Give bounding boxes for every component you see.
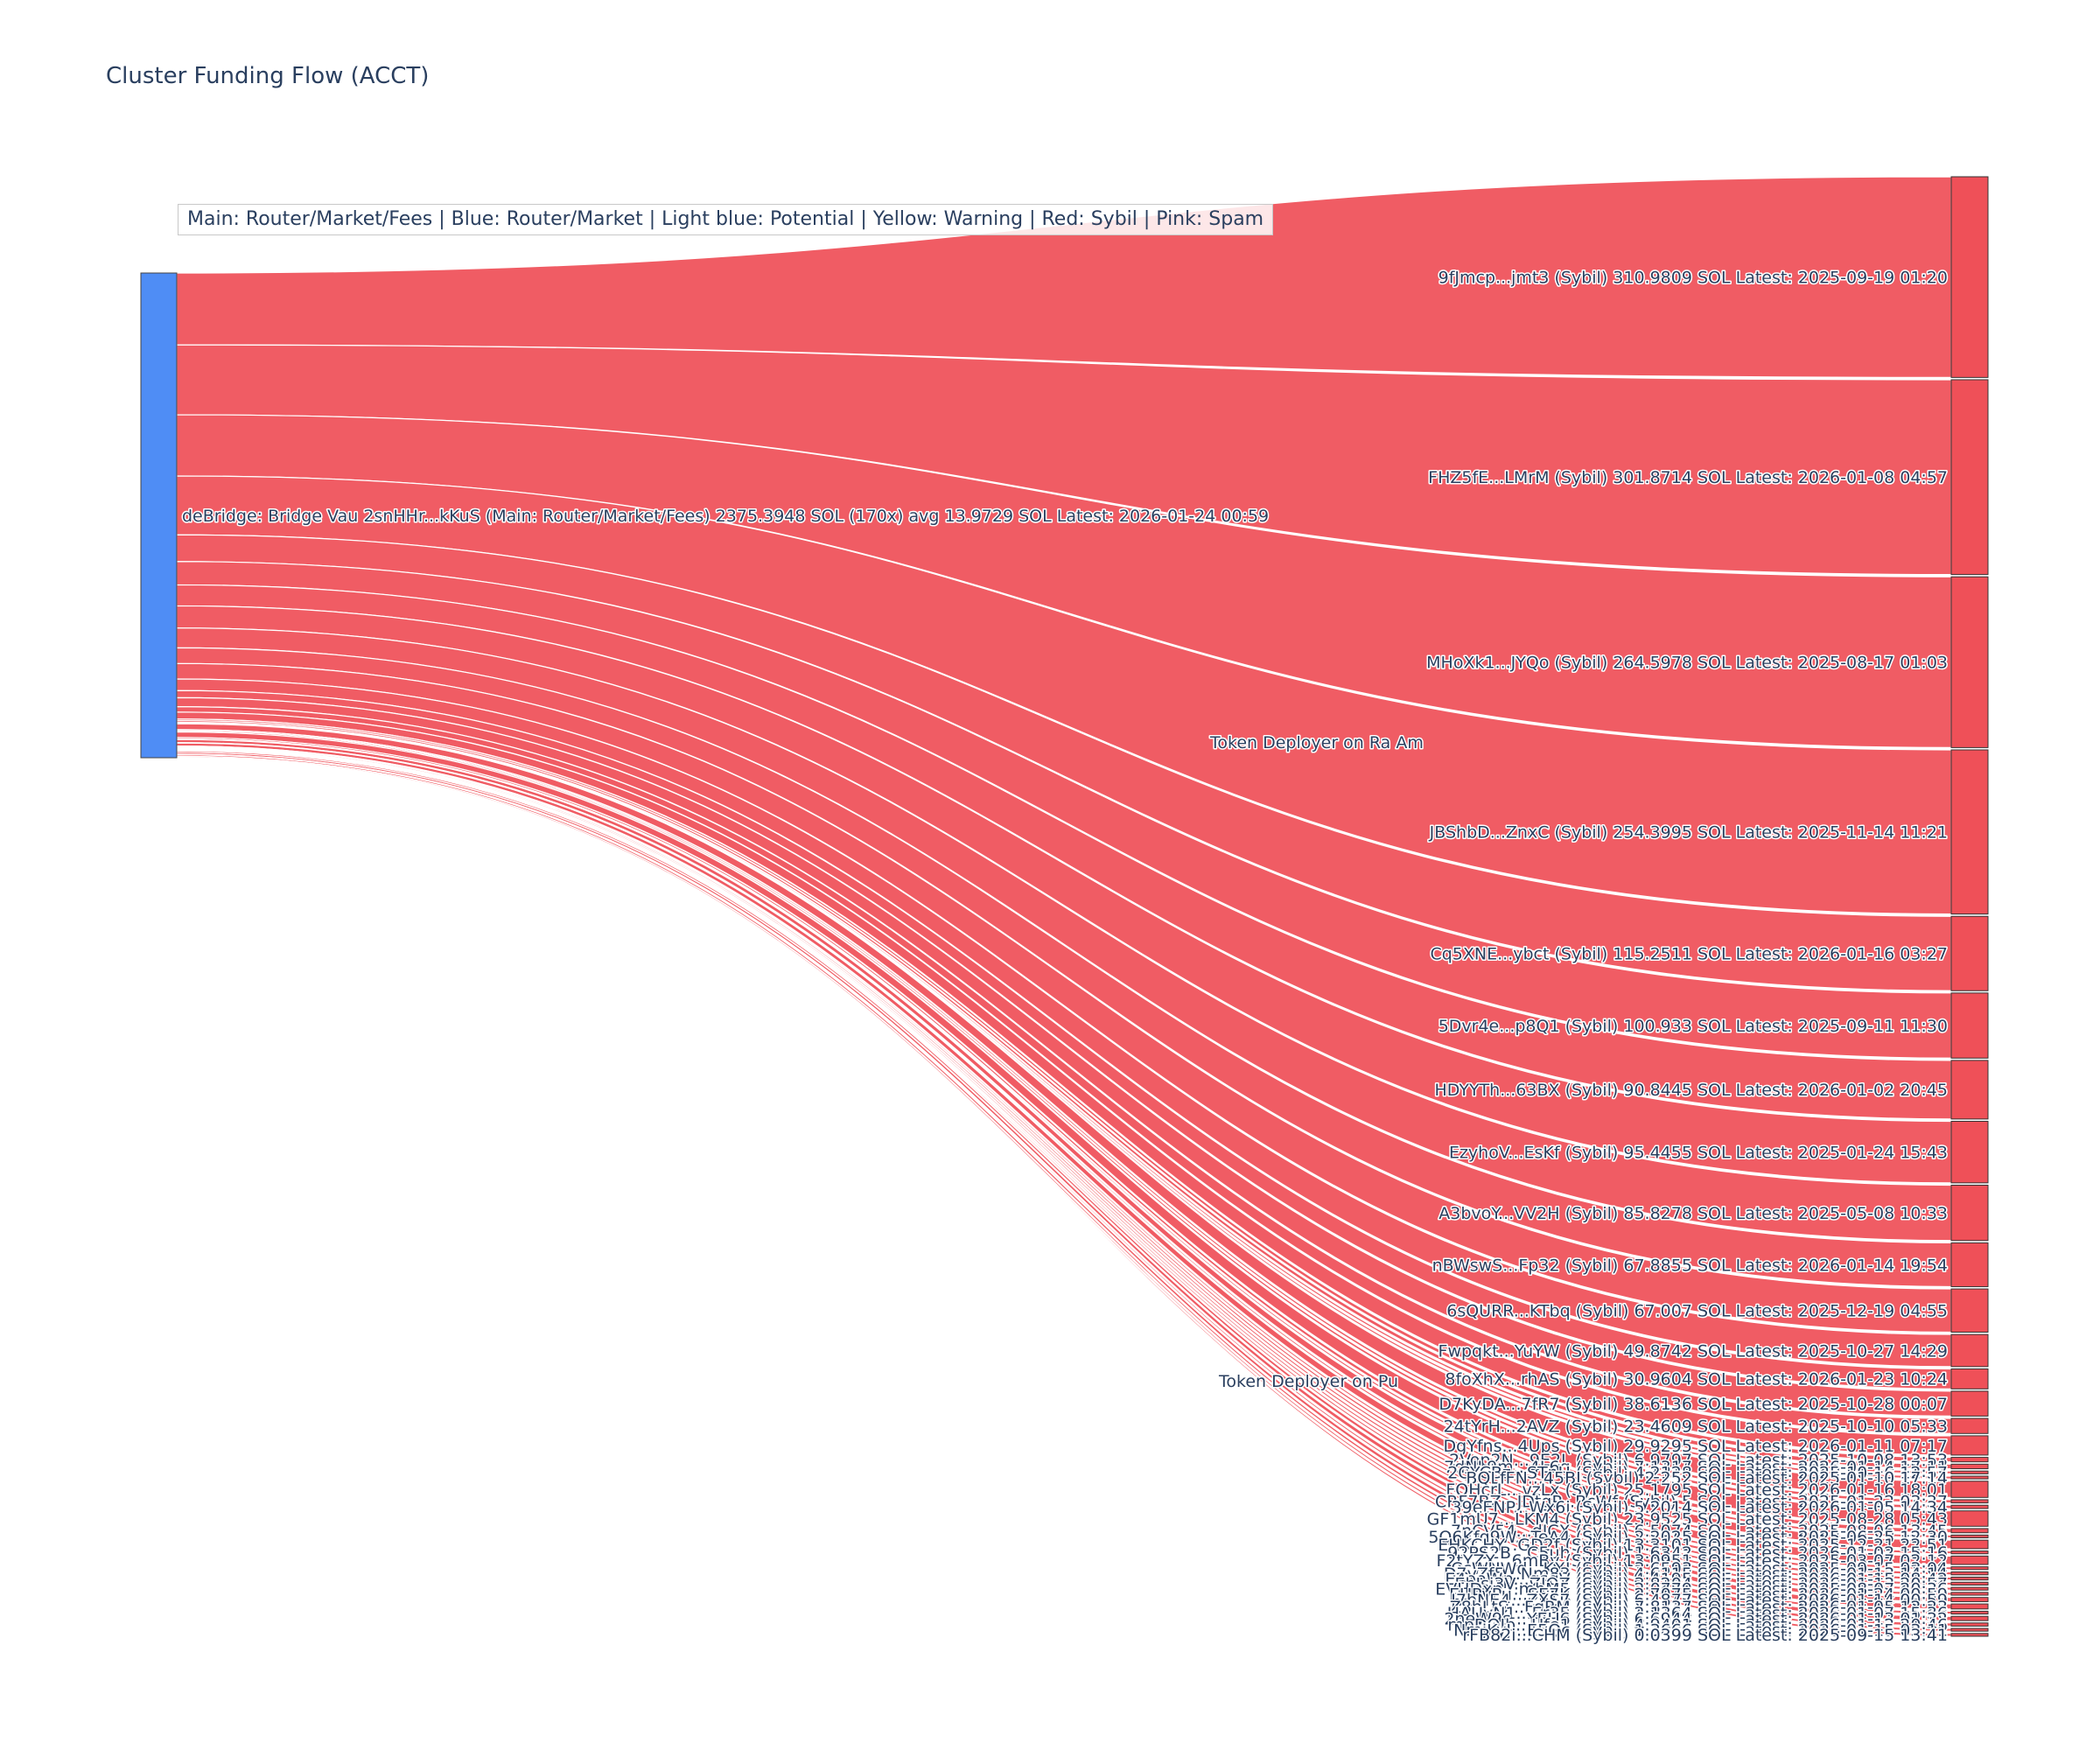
target-node-label: Z8hLtS...FgRM (Sybil) 7.8137 SOL Latest:… [1450,1598,1948,1617]
intermediate-node-label: Token Deployer on Ra Am [1209,733,1424,752]
target-node-label: nBWswS...Fp32 (Sybil) 67.8855 SOL Latest… [1432,1256,1948,1275]
target-node-label: 2neW9s...YEU6 (Sybil) 6.6944 SOL Latest:… [1444,1610,1948,1629]
target-node-label: J7bNE4...ZXS7 (Sybil) 6.4877 SOL Latest:… [1450,1591,1948,1610]
target-node[interactable] [1950,1470,1989,1474]
target-node-label: EhJsi3V...ZJQZ (Sybil) 3.8204 SOL Latest… [1454,1575,1948,1594]
target-node-label: JBShbD...ZnxC (Sybil) 254.3995 SOL Lates… [1429,823,1948,843]
target-node-label: EVHDxp...mhM5 (Sybil) 2.0779 SOL Latest:… [1435,1580,1948,1600]
target-node[interactable] [1950,1499,1989,1504]
target-node-label: 9fJmcp...jmt3 (Sybil) 310.9809 SOL Lates… [1438,269,1948,288]
target-node[interactable] [1950,749,1989,915]
target-node-label: MHoXk1...JYQo (Sybil) 264.5978 SOL Lates… [1426,654,1948,673]
target-node-label: 7nCV54...dJCX (Sybil) 6.5074 SOL Latest:… [1451,1522,1948,1541]
target-node-label: 24tYrH...2AVZ (Sybil) 23.4609 SOL Latest… [1444,1417,1948,1436]
target-node[interactable] [1950,1622,1989,1627]
target-node-label: D7KyDA...7fR7 (Sybil) 38.6136 SOL Latest… [1438,1395,1948,1414]
target-node[interactable] [1950,576,1989,748]
target-node[interactable] [1950,1475,1989,1480]
target-node-label: BQLfFN...45BJ (Sybil) 2.252 SOL Latest: … [1466,1468,1948,1488]
target-node-label: FHZ5fE...LMrM (Sybil) 301.8714 SOL Lates… [1428,468,1948,487]
target-node[interactable] [1950,1480,1989,1498]
target-node[interactable] [1950,1184,1989,1242]
target-node[interactable] [1950,1457,1989,1463]
target-node-label: CcWUWd...KXJ (Sybil) 3.6593 SOL Latest: … [1451,1559,1948,1578]
target-node[interactable] [1950,1060,1989,1120]
target-node[interactable] [1950,915,1989,991]
node-labels: 9fJmcp...jmt3 (Sybil) 310.9809 SOL Lates… [181,267,1950,1647]
target-node-label: D7yZf5...Nm83 (Sybil) 4.6115 SOL Latest:… [1444,1564,1948,1584]
target-node-label: mpDQJb...Ufe1 (Sybil) 4.9401 SOL Latest:… [1447,1615,1948,1634]
target-node-label: NmjKyJ...E5Qc (Sybil) 1.3666 SOL Latest:… [1453,1620,1948,1640]
target-node[interactable] [1950,1603,1989,1610]
target-node[interactable] [1950,1463,1989,1470]
target-node[interactable] [1950,1628,1989,1632]
target-node[interactable] [1950,1120,1989,1184]
target-node-label: 5Q6Kfq9W...TeA4 (Sybil) 2.2025 SOL Lates… [1428,1528,1948,1547]
target-node[interactable] [1950,1555,1989,1565]
target-node[interactable] [1950,1242,1989,1287]
target-node-label: EzyhoV...EsKf (Sybil) 95.4455 SOL Latest… [1449,1144,1948,1163]
target-node-label: E4ooWp...qsqV (Sybil) 4.4195 SOL Latest:… [1445,1570,1948,1589]
source-node-label: deBridge: Bridge Vau 2snHHr...kKuS (Main… [182,507,1269,526]
target-node-label: 6sQURR...KTbq (Sybil) 67.007 SOL Latest:… [1446,1302,1948,1321]
target-node[interactable] [1950,1334,1989,1368]
target-node-label: DgYfns...4Ups (Sybil) 29.9295 SOL Latest… [1444,1437,1948,1456]
target-node[interactable] [1950,1288,1989,1333]
target-node-label: HAUyN1...Er35 (Sybil) 2.1364 SOL Latest:… [1447,1604,1948,1623]
target-node-label: A3bvoY...VV2H (Sybil) 85.8278 SOL Latest… [1438,1204,1948,1223]
target-node[interactable] [1950,1418,1989,1434]
target-node-label: 8foXhX...rhAS (Sybil) 30.9604 SOL Latest… [1445,1370,1948,1390]
target-node-label: Cq5XNE...ybct (Sybil) 115.2511 SOL Lates… [1430,945,1948,964]
target-node-label: HDYYTh...63BX (Sybil) 90.8445 SOL Latest… [1434,1081,1948,1100]
chart-title: Cluster Funding Flow (ACCT) [106,63,430,89]
target-node[interactable] [1950,1633,1989,1637]
target-node[interactable] [1950,176,1989,378]
target-node[interactable] [1950,1576,1989,1581]
target-node[interactable] [1950,1615,1989,1621]
intermediate-node-label: Token Deployer on Pu [1218,1372,1398,1391]
target-node-label: 5Dvr4e...p8Q1 (Sybil) 100.933 SOL Latest… [1438,1017,1948,1036]
target-node[interactable] [1950,1550,1989,1555]
target-node-label: GF1mU7...LKM4 (Sybil) 23.9525 SOL Latest… [1427,1509,1948,1529]
target-node-label: 39eENP...Wx6i (Sybil) 5.2014 SOL Latest:… [1452,1498,1948,1517]
target-node[interactable] [1950,1504,1989,1509]
legend-annotation: Main: Router/Market/Fees | Blue: Router/… [178,204,1274,235]
target-node[interactable] [1950,1566,1989,1571]
target-node-label: EHKCHY...GD2f (Sybil) 13.3101 SOL Latest… [1438,1536,1948,1555]
target-node[interactable] [1950,1368,1989,1390]
target-node[interactable] [1950,1571,1989,1576]
target-nodes [1950,176,1989,1637]
target-node[interactable] [1950,379,1989,576]
target-node-label: CRF7BZ...JDtgP...BcWf (Sybil) 5 SOL Late… [1435,1493,1948,1512]
target-node-label: F2tYZX...6mBy (Sybil) 13.0951 SOL Latest… [1436,1551,1948,1571]
target-node[interactable] [1950,1390,1989,1417]
source-node[interactable] [140,272,178,759]
target-node-label: FQHcrL...vzLx (Sybil) 25.1795 SOL Latest… [1446,1480,1948,1500]
target-node[interactable] [1950,1539,1989,1550]
target-node-label: 92PS2B...C5uh (Sybil) 1.6342 SOL Latest:… [1447,1544,1948,1563]
target-node-label: 2GYCBz...STnU (Sybil) 4.2128 SOL Latest:… [1447,1464,1948,1483]
target-node[interactable] [1950,1586,1989,1591]
target-node[interactable] [1950,1528,1989,1534]
target-node-label: rFB82i...CHM (Sybil) 0.0399 SOL Latest: … [1462,1626,1948,1645]
target-node[interactable] [1950,1581,1989,1586]
sankey-links [176,176,1952,1637]
target-node[interactable] [1950,1592,1989,1596]
target-node[interactable] [1950,1534,1989,1539]
target-node[interactable] [1950,1597,1989,1602]
target-node-label: EUPvPu...SE7K (Sybil) 2.7075 SOL Latest:… [1449,1585,1948,1604]
target-node[interactable] [1950,992,1989,1059]
target-node-label: Fwpqkt...YuYW (Sybil) 49.8742 SOL Latest… [1438,1341,1948,1361]
target-node-label: 7dNL9m...4L6q (Sybil) 7.1317 SOL Latest:… [1444,1458,1948,1477]
target-node-label: 2Vop2N...9E2L (Sybil) 6.9797 SOL Latest:… [1449,1451,1948,1470]
target-node[interactable] [1950,1510,1989,1527]
target-node[interactable] [1950,1435,1989,1456]
target-node[interactable] [1950,1610,1989,1615]
